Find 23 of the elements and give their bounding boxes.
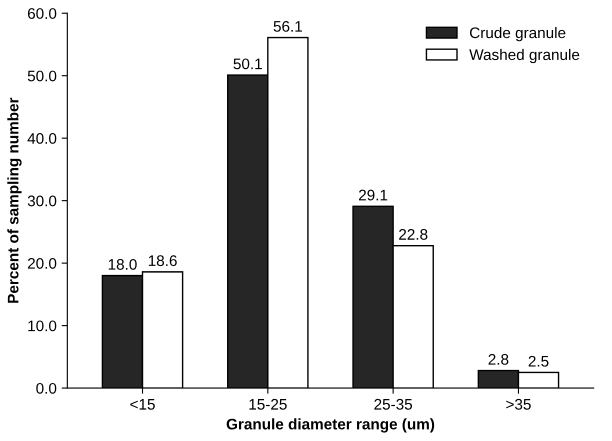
y-tick-label: 10.0: [28, 320, 56, 332]
data-label: 18.6: [148, 255, 177, 266]
data-label: 56.1: [274, 20, 302, 32]
x-axis-title: Granule diameter range (um): [226, 418, 434, 433]
x-tick-label: >35: [506, 398, 531, 410]
y-tick-label: 20.0: [28, 258, 56, 269]
x-tick-label: 25-35: [374, 398, 412, 410]
x-tick-label: 15-25: [249, 398, 287, 410]
legend-label: Washed granule: [469, 48, 580, 64]
legend-label: Crude granule: [470, 26, 566, 42]
y-tick-label: 30.0: [28, 196, 56, 206]
y-tick-label: 60.0: [28, 8, 56, 19]
data-label: 2.5: [528, 356, 548, 367]
y-tick-label: 0.0: [36, 382, 56, 394]
data-label: 50.1: [234, 58, 262, 70]
y-axis-title: Percent of sampling number: [7, 98, 22, 303]
data-label: 18.0: [108, 259, 137, 270]
y-tick-label: 40.0: [28, 133, 56, 144]
y-tick-label: 50.0: [28, 70, 56, 82]
data-label: 22.8: [399, 229, 428, 240]
data-label: 2.8: [488, 354, 508, 365]
data-label: 29.1: [358, 190, 388, 200]
x-tick-label: <15: [130, 399, 155, 410]
